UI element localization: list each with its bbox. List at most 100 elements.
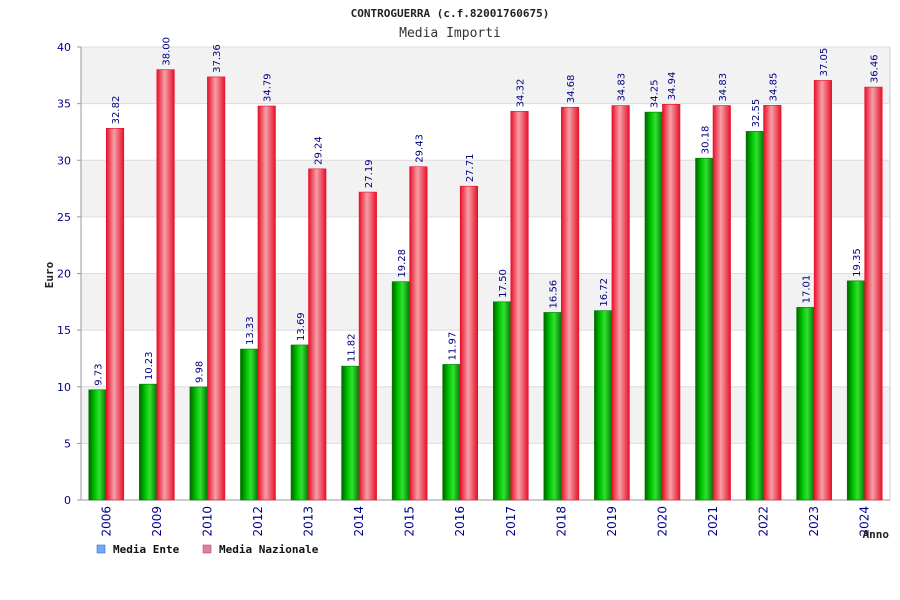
x-tick-label: 2009 — [150, 506, 164, 537]
bar-media-nazionale — [207, 76, 226, 501]
chart-title: CONTROGUERRA (c.f.82001760675) — [351, 7, 550, 20]
bar-media-nazionale — [510, 111, 529, 501]
value-label-media-nazionale: 34.32 — [516, 79, 527, 108]
y-tick-label: 40 — [57, 41, 71, 54]
value-label-media-nazionale: 34.85 — [768, 73, 779, 102]
bar-media-nazionale — [813, 80, 832, 501]
x-tick-label: 2010 — [200, 506, 214, 537]
bar-media-nazionale — [864, 86, 883, 501]
bar-media-nazionale — [459, 185, 479, 501]
bar-media-ente — [189, 386, 208, 501]
x-tick-label: 2015 — [403, 506, 417, 537]
value-label-media-ente: 32.55 — [751, 99, 762, 128]
x-tick-label: 2014 — [352, 506, 366, 537]
legend-label-media-ente: Media Ente — [113, 543, 180, 556]
value-label-media-ente: 13.69 — [296, 312, 307, 341]
value-label-media-nazionale: 34.68 — [566, 75, 577, 104]
bar-media-nazionale — [712, 105, 731, 501]
x-axis-label: Anno — [863, 528, 890, 541]
y-tick-label: 15 — [57, 324, 71, 337]
x-tick-label: 2021 — [706, 506, 720, 537]
x-tick-label: 2019 — [605, 506, 619, 537]
value-label-media-nazionale: 29.24 — [313, 136, 324, 165]
x-tick-label: 2012 — [251, 506, 265, 537]
bar-media-ente — [796, 307, 815, 501]
y-tick-label: 20 — [57, 268, 71, 281]
value-label-media-ente: 13.33 — [245, 316, 256, 345]
bar-media-ente — [695, 157, 714, 501]
y-tick-label: 30 — [57, 154, 71, 167]
bar-media-nazionale — [156, 69, 175, 501]
bar-media-ente — [442, 364, 461, 501]
value-label-media-nazionale: 37.05 — [819, 48, 830, 77]
y-tick-label: 25 — [57, 211, 71, 224]
value-label-media-nazionale: 34.94 — [667, 72, 678, 101]
bar-media-ente — [290, 344, 309, 501]
bar-media-ente — [88, 389, 107, 501]
value-label-media-nazionale: 36.46 — [869, 54, 880, 83]
value-label-media-nazionale: 34.83 — [617, 73, 628, 102]
y-tick-label: 35 — [57, 98, 71, 111]
bar-media-nazionale — [611, 105, 630, 501]
bar-media-ente — [594, 310, 613, 501]
legend-swatch-media-nazionale — [202, 544, 212, 554]
value-label-media-ente: 9.73 — [94, 364, 105, 386]
x-tick-label: 2016 — [453, 506, 467, 537]
value-label-media-ente: 11.82 — [346, 333, 357, 362]
bar-media-ente — [139, 383, 158, 501]
value-label-media-ente: 17.50 — [498, 269, 509, 298]
bar-media-nazionale — [105, 128, 125, 501]
value-label-media-nazionale: 34.79 — [263, 73, 274, 102]
value-label-media-nazionale: 37.36 — [212, 44, 223, 73]
legend: Media Ente Media Nazionale — [96, 543, 319, 556]
bar-media-nazionale — [358, 191, 377, 501]
value-label-media-ente: 34.25 — [650, 79, 661, 108]
bar-media-ente — [644, 111, 663, 501]
bar-media-nazionale — [308, 168, 327, 501]
bar-media-nazionale — [662, 104, 681, 501]
x-axis-ticks: 2006 2009 2010 2012 2013 2014 2015 2016 2017 2018… — [99, 506, 871, 537]
x-tick-label: 2022 — [757, 506, 771, 537]
value-label-media-ente: 17.01 — [801, 275, 812, 304]
x-tick-label: 2017 — [504, 506, 518, 537]
bar-media-nazionale — [763, 105, 782, 501]
y-tick-label: 0 — [64, 494, 71, 507]
value-label-media-nazionale: 38.00 — [162, 37, 173, 66]
x-tick-label: 2024 — [858, 506, 872, 537]
bar-media-nazionale — [409, 166, 428, 501]
value-label-media-ente: 30.18 — [700, 126, 711, 155]
value-label-media-ente: 9.98 — [195, 361, 206, 383]
bar-media-ente — [846, 280, 866, 501]
bar-media-nazionale — [257, 105, 276, 501]
x-tick-label: 2018 — [554, 506, 568, 537]
value-label-media-ente: 19.28 — [397, 249, 408, 278]
bar-media-ente — [745, 131, 764, 501]
value-label-media-nazionale: 29.43 — [414, 134, 425, 163]
chart-subtitle: Media Importi — [399, 26, 501, 41]
bar-media-ente — [492, 301, 512, 501]
bar-media-nazionale — [561, 106, 580, 501]
bar-media-ente — [543, 312, 562, 501]
legend-swatch-media-ente — [96, 544, 106, 554]
bars: 9.73 32.82 10.23 38.00 9.98 37.36 13.33 34.79 13… — [88, 37, 883, 501]
value-label-media-nazionale: 32.82 — [111, 96, 122, 125]
value-label-media-ente: 19.35 — [852, 248, 863, 277]
value-label-media-ente: 16.72 — [599, 278, 610, 307]
x-tick-label: 2020 — [655, 506, 669, 537]
legend-label-media-nazionale: Media Nazionale — [219, 543, 319, 556]
value-label-media-nazionale: 27.19 — [364, 159, 375, 188]
bar-media-ente — [341, 365, 360, 501]
x-tick-label: 2006 — [99, 506, 113, 537]
value-label-media-ente: 16.56 — [549, 280, 560, 309]
value-label-media-nazionale: 27.71 — [465, 154, 476, 183]
bar-media-ente — [240, 348, 259, 501]
value-label-media-nazionale: 34.83 — [718, 73, 729, 102]
y-axis-label: Euro — [43, 261, 56, 288]
bar-media-ente — [391, 281, 410, 501]
y-tick-label: 10 — [57, 381, 71, 394]
y-tick-label: 5 — [64, 437, 71, 450]
value-label-media-ente: 10.23 — [144, 352, 155, 381]
x-tick-label: 2013 — [302, 506, 316, 537]
value-label-media-ente: 11.97 — [447, 332, 458, 361]
